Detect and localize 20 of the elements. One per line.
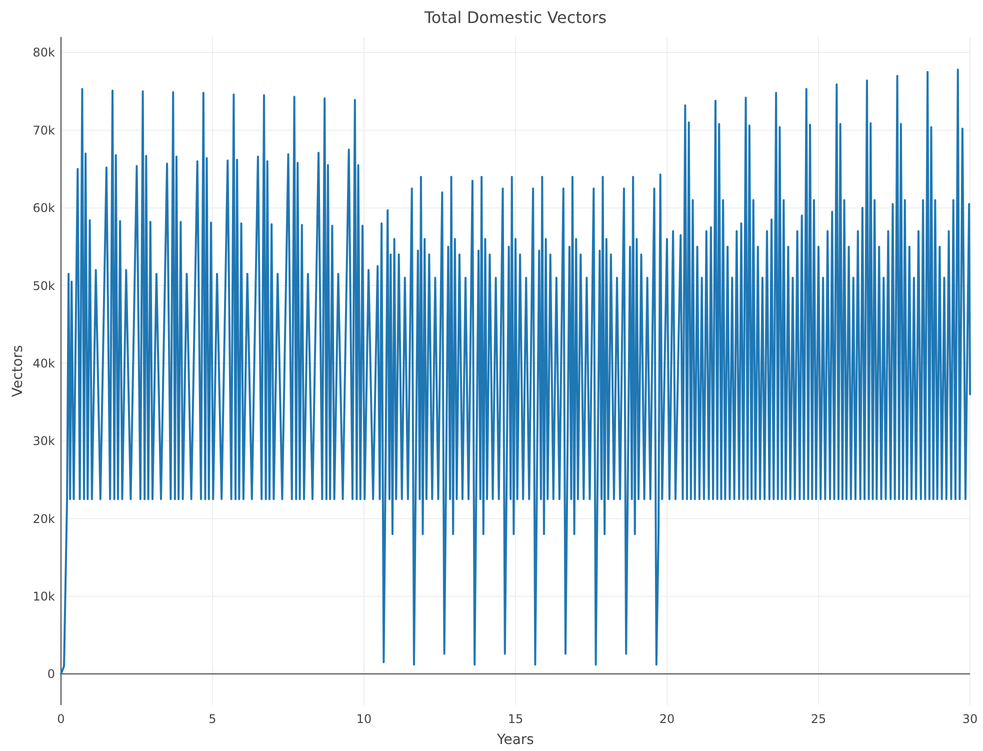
x-tick-label: 10 [356,712,372,726]
y-axis-title: Vectors [10,345,26,397]
y-tick-label: 20k [32,512,56,526]
y-tick-label: 60k [32,201,56,216]
x-tick-label: 5 [208,712,216,726]
y-tick-label: 40k [32,356,56,370]
y-tick-label: 80k [32,46,56,60]
y-tick-label: 70k [32,123,56,138]
line-series [60,68,971,675]
y-tick-label: 50k [32,278,56,293]
x-tick-label: 25 [810,712,826,726]
x-tick-label: 15 [508,712,524,726]
chart-title: Total Domestic Vectors [423,8,607,27]
y-tick-label: 10k [32,589,56,604]
y-tick-label: 30k [32,434,56,448]
x-tick-label: 20 [659,712,675,726]
x-tick-label: 30 [962,712,978,726]
x-tick-label: 0 [57,712,65,726]
x-axis-title: Years [496,732,534,748]
y-tick-label: 0 [47,667,55,682]
